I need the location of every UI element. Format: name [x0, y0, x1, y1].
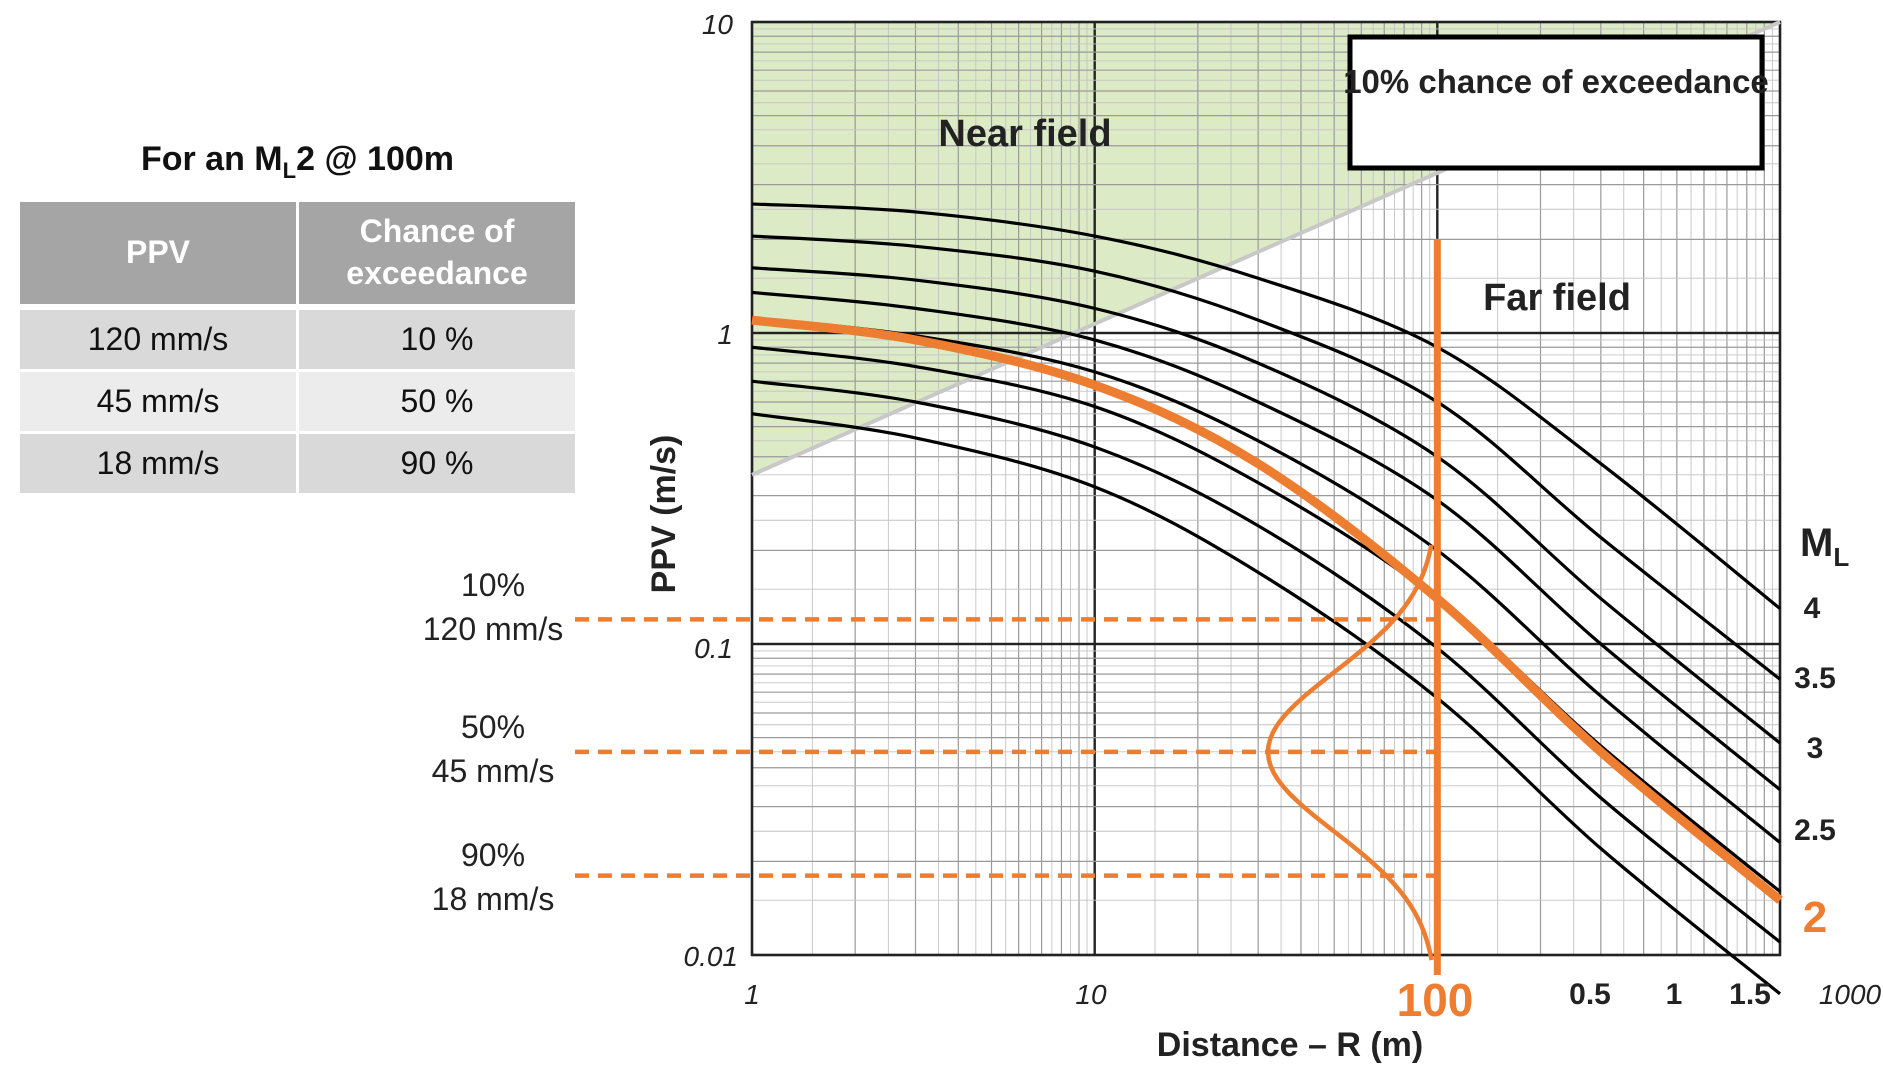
y-tick-label: 1	[717, 319, 733, 350]
magnitude-curves	[751, 202, 1782, 996]
annotation-box-text: 10% chance of exceedance	[1343, 63, 1769, 100]
header-ppv: PPV	[20, 202, 299, 310]
y-tick-label: 0.1	[694, 633, 733, 664]
magnitude-label: 3	[1807, 732, 1824, 765]
exceedance-table: PPV Chance of exceedance 120 mm/s 10 % 4…	[20, 202, 575, 496]
magnitude-curve	[751, 345, 1782, 893]
cell-ppv: 45 mm/s	[20, 370, 299, 434]
far-field-label: Far field	[1483, 277, 1631, 319]
cell-chance: 90 %	[297, 432, 575, 496]
chart-grid	[750, 20, 1782, 957]
legend-title: ML	[1800, 521, 1849, 572]
near-field-label: Near field	[938, 113, 1111, 155]
highlight-overlay	[575, 240, 1783, 975]
y-tick-label: 10	[702, 9, 734, 40]
y-axis-title: PPV (m/s)	[645, 435, 683, 594]
highlight-curve-ml2	[751, 315, 1783, 904]
magnitude-label: 4	[1804, 592, 1821, 625]
magnitude-curve	[751, 202, 1782, 610]
bottom-label: 0.5	[1569, 978, 1611, 1011]
table-row: 45 mm/s 50 %	[20, 370, 575, 434]
table-header-row: PPV Chance of exceedance	[20, 202, 575, 310]
cell-ppv: 18 mm/s	[20, 432, 299, 496]
y-tick-label: 0.01	[684, 941, 739, 972]
plot-frame	[750, 20, 1782, 957]
level-pct-label: 90%	[461, 837, 525, 873]
distance-100-label: 100	[1397, 974, 1474, 1026]
magnitude-curve	[751, 379, 1782, 944]
table-row: 18 mm/s 90 %	[20, 432, 575, 496]
magnitude-label-highlight: 2	[1803, 893, 1827, 942]
distribution-curve	[1265, 544, 1434, 961]
magnitude-label: 2.5	[1794, 814, 1836, 847]
cell-ppv: 120 mm/s	[20, 307, 299, 372]
x-axis-title: Distance – R (m)	[1157, 1026, 1423, 1064]
bottom-label: 1.5	[1729, 978, 1771, 1011]
annotation-box	[1347, 34, 1765, 171]
table-title: For an ML2 @ 100m	[140, 140, 455, 183]
magnitude-curve	[751, 290, 1782, 791]
x-tick-label: 1000	[1819, 979, 1882, 1010]
level-ppv-label: 18 mm/s	[432, 881, 555, 917]
chart-text: 10 1 0.1 0.01 1 10 1000 Distance – R (m)…	[423, 9, 1882, 1064]
magnitude-curve	[751, 412, 1782, 996]
magnitude-curve	[751, 234, 1781, 681]
cell-chance: 50 %	[297, 370, 575, 434]
table-row: 120 mm/s 10 %	[20, 307, 575, 372]
level-pct-label: 50%	[461, 709, 525, 745]
cell-chance: 10 %	[297, 307, 575, 372]
level-ppv-label: 45 mm/s	[432, 753, 555, 789]
level-ppv-label: 120 mm/s	[423, 611, 563, 647]
x-tick-label: 1	[744, 979, 760, 1010]
magnitude-label: 3.5	[1794, 662, 1836, 695]
bottom-label: 1	[1666, 978, 1683, 1011]
magnitude-curve	[751, 266, 1782, 745]
header-chance: Chance of exceedance	[297, 202, 575, 310]
x-tick-label: 10	[1075, 979, 1107, 1010]
level-pct-label: 10%	[461, 567, 525, 603]
